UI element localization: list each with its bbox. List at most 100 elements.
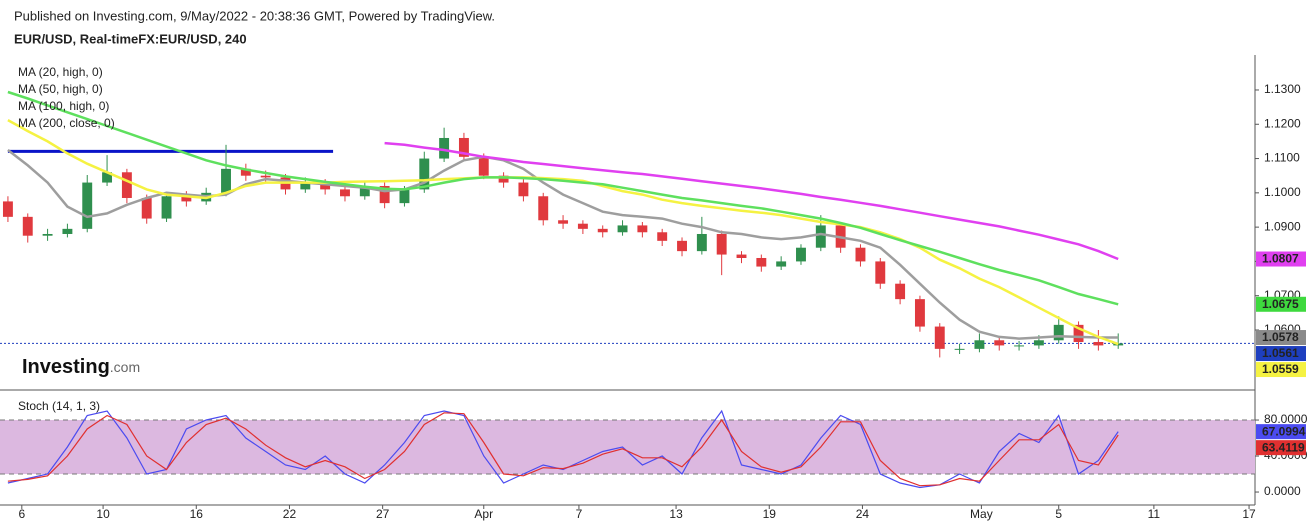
candle-body — [240, 168, 251, 176]
candle-body — [379, 185, 390, 204]
candle-body — [796, 247, 806, 262]
y-tick-label: 0.0000 — [1264, 484, 1301, 498]
price-badge — [1256, 296, 1306, 312]
pane-title: Stoch (14, 1, 3) — [18, 399, 100, 413]
y-tick-label: 1.1100 — [1264, 151, 1300, 165]
x-tick-label: 17 — [1242, 507, 1256, 521]
candle-body — [875, 261, 886, 284]
x-tick-label: 24 — [856, 507, 870, 521]
x-tick-label: 13 — [669, 507, 683, 521]
candle-body — [399, 189, 410, 204]
candle-body — [815, 225, 826, 248]
x-tick-label: 11 — [1148, 507, 1161, 521]
price-badge-label: 1.0561 — [1262, 346, 1299, 360]
legend-entry: MA (200, close, 0) — [18, 116, 115, 130]
candle-body — [439, 137, 450, 159]
x-tick-label: 16 — [190, 507, 204, 521]
candle-body — [776, 261, 787, 267]
candle-body — [320, 182, 331, 190]
candle-body — [855, 247, 866, 262]
candle-body — [974, 340, 985, 349]
series-line — [7, 90, 1119, 306]
published-note: Published on Investing.com, 9/May/2022 -… — [14, 8, 495, 23]
candle-body — [161, 196, 172, 219]
candle-body — [696, 233, 707, 252]
legend-entry: MA (50, high, 0) — [18, 82, 103, 96]
candle-body — [419, 158, 430, 190]
candle-body — [597, 228, 608, 233]
candle-body — [1014, 345, 1025, 347]
candle-body — [994, 340, 1005, 346]
candle-body — [2, 201, 13, 217]
candle-body — [1033, 340, 1044, 346]
candle-body — [954, 348, 965, 350]
price-badge — [1256, 362, 1306, 378]
x-tick-label: May — [970, 507, 993, 521]
candle-body — [518, 182, 529, 197]
candle-body — [82, 182, 93, 229]
candle-body — [260, 175, 271, 178]
candle-body — [458, 137, 469, 157]
band-fill — [0, 420, 1255, 475]
y-tick-label: 80.0000 — [1264, 412, 1308, 426]
x-tick-label: 6 — [18, 507, 25, 521]
candle-body — [478, 156, 489, 176]
candle-body — [577, 223, 588, 229]
candle-body — [340, 189, 350, 197]
x-tick-label: 5 — [1055, 507, 1062, 521]
candle-body — [895, 283, 906, 300]
candle-body — [62, 228, 73, 234]
candle-body — [736, 254, 747, 258]
price-badge — [1256, 424, 1306, 440]
candle-body — [756, 257, 767, 267]
candle-body — [300, 182, 311, 190]
candle-body — [1113, 343, 1124, 346]
candle-body — [677, 240, 687, 252]
candle-body — [181, 196, 192, 202]
candle-body — [102, 172, 113, 183]
logo: Investing.com — [22, 356, 140, 378]
logo-suffix: .com — [110, 359, 140, 375]
candle-body — [22, 216, 33, 236]
candle-body — [1053, 324, 1064, 341]
y-tick-label: 1.1300 — [1264, 82, 1301, 96]
y-tick-label: 1.1200 — [1264, 116, 1301, 130]
price-badge-label: 1.0807 — [1262, 252, 1299, 266]
candle-body — [221, 168, 231, 193]
price-badge-label: 1.0578 — [1262, 330, 1299, 344]
x-tick-label: 27 — [376, 507, 390, 521]
x-tick-label: Apr — [474, 507, 493, 521]
series-line — [7, 412, 1119, 487]
candle-body — [359, 185, 370, 197]
candle-body — [121, 172, 132, 198]
price-badge-label: 67.0994 — [1262, 424, 1306, 438]
price-badge — [1256, 330, 1306, 346]
y-tick-label: 1.0900 — [1264, 219, 1301, 233]
price-badge — [1256, 251, 1306, 267]
series-line — [7, 149, 1119, 340]
candle-body — [538, 196, 549, 221]
candle-body — [498, 175, 509, 183]
candle-body — [914, 299, 925, 327]
y-tick-label: 1.1000 — [1264, 185, 1301, 199]
candle-body — [1073, 324, 1084, 342]
candle-body — [934, 326, 945, 349]
candle-body — [657, 232, 668, 241]
candle-body — [716, 233, 727, 255]
price-badge-label: 63.4119 — [1262, 440, 1305, 454]
candle-body — [141, 197, 152, 219]
x-tick-label: 22 — [283, 507, 297, 521]
price-badge — [1256, 346, 1306, 362]
candle-body — [558, 220, 569, 224]
price-badge — [1256, 440, 1306, 456]
candle-body — [1093, 341, 1104, 346]
x-tick-label: 7 — [576, 507, 583, 521]
legend-entry: MA (100, high, 0) — [18, 99, 109, 113]
candle-body — [637, 225, 648, 233]
price-badge-label: 1.0675 — [1262, 297, 1299, 311]
x-tick-label: 19 — [763, 507, 777, 521]
symbol-title: EUR/USD, Real-timeFX:EUR/USD, 240 — [14, 31, 247, 46]
candle-body — [617, 225, 628, 233]
price-badge-label: 1.0559 — [1262, 362, 1299, 376]
